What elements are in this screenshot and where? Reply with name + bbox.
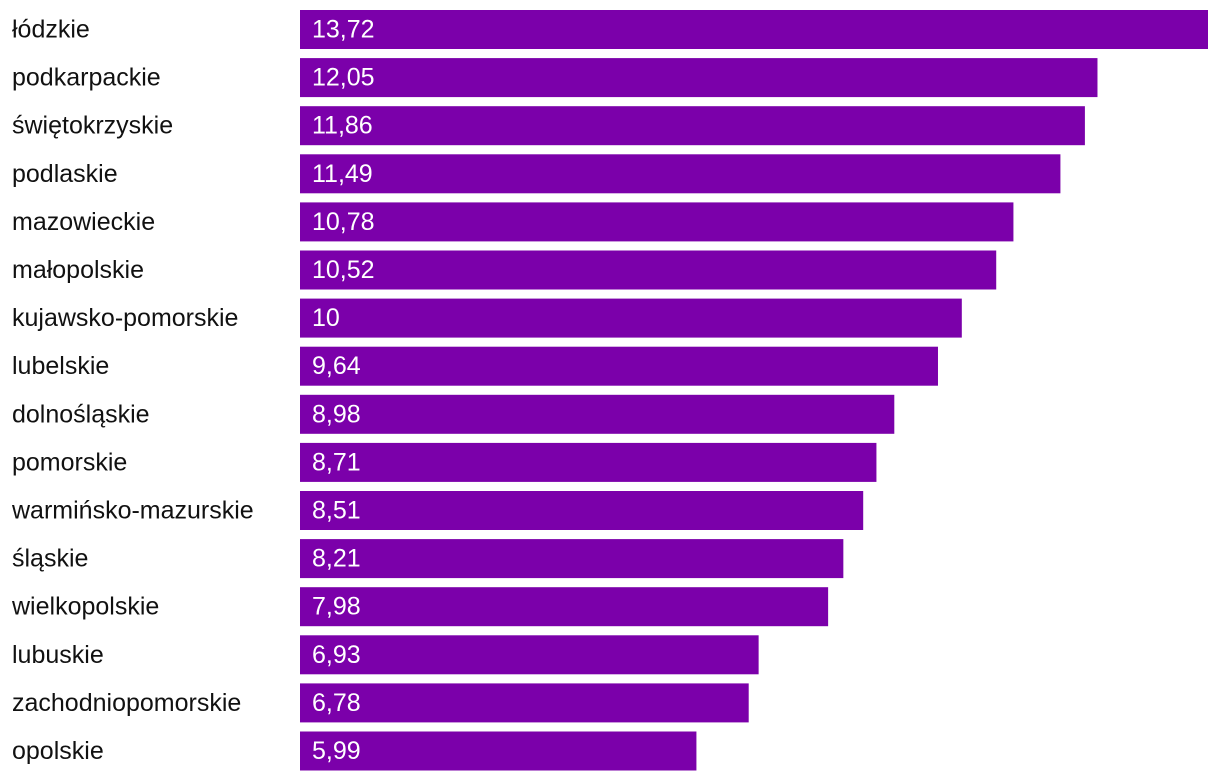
- category-label: śląskie: [12, 545, 88, 573]
- value-label: 8,98: [312, 400, 361, 428]
- bar-1: [300, 58, 1098, 98]
- bar-9: [300, 442, 877, 482]
- value-label: 12,05: [312, 64, 375, 92]
- category-label: lubelskie: [12, 352, 109, 380]
- bar-0: [300, 10, 1208, 49]
- bars-layer: [300, 10, 1208, 771]
- value-label: 8,71: [312, 448, 361, 476]
- category-label: kujawsko-pomorskie: [12, 304, 238, 332]
- category-label: mazowieckie: [12, 208, 155, 236]
- bar-12: [300, 587, 829, 627]
- category-label: podlaskie: [12, 160, 118, 188]
- category-label: warmińsko-mazurskie: [11, 497, 254, 525]
- bar-8: [300, 394, 895, 434]
- value-label: 11,86: [312, 112, 373, 140]
- bar-3: [300, 154, 1061, 194]
- category-label: lubuskie: [12, 641, 104, 669]
- bar-7: [300, 346, 938, 386]
- bar-11: [300, 539, 844, 579]
- bar-15: [300, 731, 697, 771]
- value-label: 8,51: [312, 497, 361, 525]
- value-labels: 13,72 12,05 11,86 11,49 10,78 10,52 10 9,64 8,98…: [312, 16, 375, 766]
- category-label: świętokrzyskie: [12, 112, 173, 140]
- value-label: 9,64: [312, 352, 361, 380]
- value-label: 6,93: [312, 641, 361, 669]
- value-label: 10,78: [312, 208, 375, 236]
- category-label: zachodniopomorskie: [12, 689, 241, 717]
- value-label: 8,21: [312, 545, 361, 573]
- value-label: 7,98: [312, 593, 361, 621]
- category-label: łódzkie: [12, 16, 90, 44]
- bar-13: [300, 635, 759, 675]
- category-label: opolskie: [12, 737, 104, 765]
- value-label: 10,52: [312, 256, 375, 284]
- bar-10: [300, 491, 864, 530]
- category-labels: łódzkie podkarpackie świętokrzyskie podlask…: [11, 16, 254, 766]
- bar-2: [300, 106, 1085, 146]
- category-label: wielkopolskie: [11, 593, 159, 621]
- category-label: podkarpackie: [12, 64, 161, 92]
- value-label: 6,78: [312, 689, 361, 717]
- category-label: dolnośląskie: [12, 400, 150, 428]
- category-label: małopolskie: [12, 256, 144, 284]
- bar-6: [300, 298, 962, 338]
- value-label: 10: [312, 304, 340, 332]
- value-label: 5,99: [312, 737, 361, 765]
- value-label: 13,72: [312, 16, 375, 44]
- category-label: pomorskie: [12, 448, 127, 476]
- bar-5: [300, 250, 997, 290]
- bar-14: [300, 683, 749, 723]
- value-label: 11,49: [312, 160, 373, 188]
- bar-4: [300, 202, 1014, 242]
